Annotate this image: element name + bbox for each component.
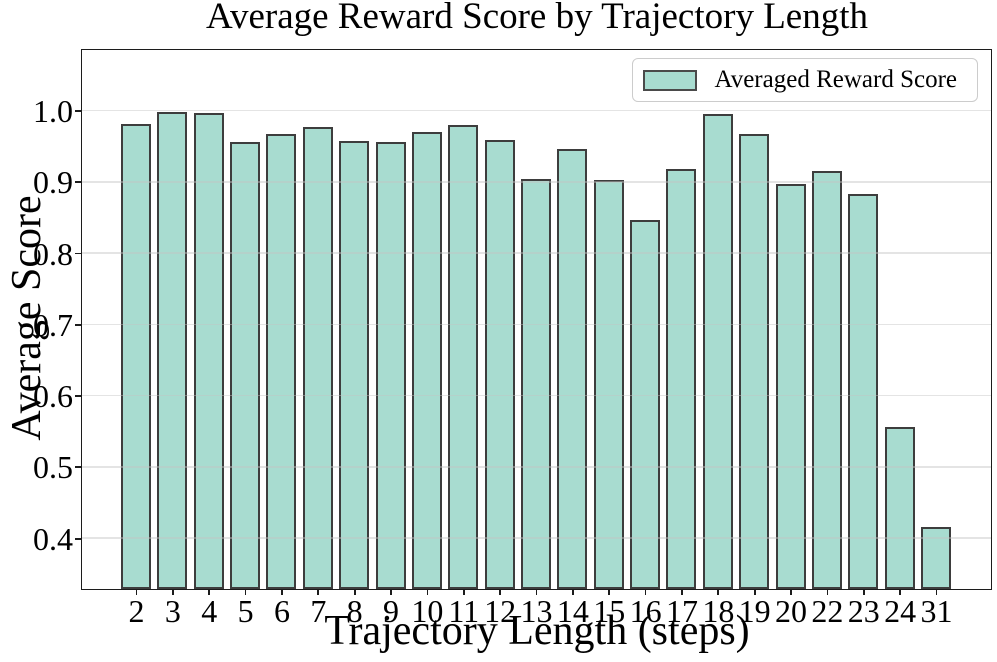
- x-tick-label: 14: [556, 593, 589, 629]
- bar-7: [302, 126, 333, 589]
- bar-2: [121, 124, 151, 589]
- bar-5: [230, 141, 261, 589]
- x-tick-label: 8: [346, 593, 363, 629]
- bar-9: [375, 142, 406, 589]
- y-tick-mark: [75, 323, 81, 326]
- x-tick-mark: [753, 590, 756, 595]
- bar-13: [521, 179, 551, 589]
- bar-17: [666, 168, 697, 589]
- gridline: [82, 394, 991, 397]
- x-tick-mark: [899, 590, 902, 595]
- legend: Averaged Reward Score: [631, 58, 978, 102]
- bar-8: [339, 140, 370, 589]
- x-tick-label: 23: [847, 593, 880, 629]
- x-tick-mark: [644, 590, 647, 595]
- gridline: [82, 109, 991, 112]
- y-tick-label: 1.0: [33, 93, 73, 130]
- x-tick-label: 10: [411, 593, 444, 629]
- x-tick-label: 11: [448, 593, 480, 629]
- x-tick-mark: [244, 590, 247, 595]
- x-tick-mark: [135, 590, 138, 595]
- x-tick-label: 18: [702, 593, 735, 629]
- y-tick-label: 0.5: [33, 449, 73, 486]
- x-tick-mark: [353, 590, 356, 595]
- y-tick-mark: [75, 252, 81, 255]
- y-tick-label: 0.9: [33, 164, 73, 201]
- x-tick-mark: [717, 590, 720, 595]
- x-tick-mark: [462, 590, 465, 595]
- bar-16: [630, 219, 661, 589]
- y-tick-mark: [75, 110, 81, 112]
- y-tick-label: 0.6: [33, 378, 73, 415]
- x-tick-label: 3: [164, 593, 181, 629]
- bar-4: [193, 113, 224, 589]
- x-tick-mark: [281, 590, 283, 595]
- gridline: [82, 181, 991, 183]
- x-tick-mark: [862, 590, 865, 595]
- x-tick-mark: [171, 590, 174, 595]
- x-tick-label: 9: [383, 593, 400, 629]
- plot-area: Averaged Reward Score: [81, 49, 992, 590]
- bar-19: [739, 133, 770, 589]
- x-tick-label: 7: [310, 593, 327, 629]
- bar-14: [557, 149, 588, 589]
- x-tick-label: 15: [593, 593, 626, 629]
- x-tick-mark: [681, 590, 683, 595]
- x-tick-mark: [208, 590, 211, 595]
- bar-6: [266, 134, 297, 589]
- x-tick-label: 2: [128, 593, 145, 629]
- bar-12: [484, 140, 515, 589]
- gridline: [82, 323, 991, 326]
- x-axis-label: Trajectory Length (steps): [324, 608, 750, 654]
- y-tick-mark: [75, 537, 81, 540]
- bar-3: [157, 112, 188, 589]
- x-tick-mark: [826, 590, 829, 595]
- bar-11: [448, 125, 479, 589]
- x-tick-mark: [499, 590, 502, 595]
- x-tick-mark: [317, 590, 320, 595]
- y-tick-mark: [75, 466, 81, 469]
- x-tick-mark: [390, 590, 392, 595]
- bar-23: [848, 193, 879, 589]
- x-tick-label: 19: [738, 593, 771, 629]
- x-tick-label: 12: [484, 593, 517, 629]
- y-tick-label: 0.4: [33, 520, 73, 557]
- y-tick-mark: [75, 395, 81, 397]
- x-tick-label: 22: [811, 593, 844, 629]
- x-tick-mark: [608, 590, 611, 595]
- x-tick-label: 6: [273, 593, 290, 629]
- x-tick-mark: [571, 590, 574, 595]
- x-tick-label: 13: [520, 593, 553, 629]
- bar-10: [411, 132, 442, 589]
- y-tick-label: 0.8: [33, 235, 73, 272]
- chart-title: Average Reward Score by Trajectory Lengt…: [205, 0, 869, 37]
- x-tick-label: 5: [237, 593, 254, 629]
- bar-18: [702, 113, 733, 589]
- bar-20: [775, 184, 806, 589]
- x-tick-label: 24: [884, 593, 917, 629]
- x-tick-label: 4: [201, 593, 218, 629]
- x-tick-label: 16: [629, 593, 662, 629]
- x-tick-label: 20: [775, 593, 808, 629]
- gridline: [82, 537, 991, 539]
- bar-15: [593, 179, 624, 589]
- x-tick-mark: [426, 590, 429, 595]
- gridline: [82, 252, 991, 254]
- x-tick-mark: [535, 590, 538, 595]
- y-tick-label: 0.7: [33, 306, 73, 343]
- y-tick-mark: [75, 181, 81, 184]
- x-tick-mark: [935, 590, 938, 595]
- legend-swatch-icon: [642, 69, 697, 91]
- bar-22: [811, 171, 842, 589]
- x-tick-label: 31: [920, 593, 953, 629]
- bar-24: [884, 426, 915, 589]
- gridline: [82, 466, 991, 468]
- bar-31: [921, 527, 951, 589]
- legend-label: Averaged Reward Score: [714, 66, 957, 93]
- x-tick-label: 17: [665, 593, 698, 629]
- x-tick-mark: [790, 590, 792, 595]
